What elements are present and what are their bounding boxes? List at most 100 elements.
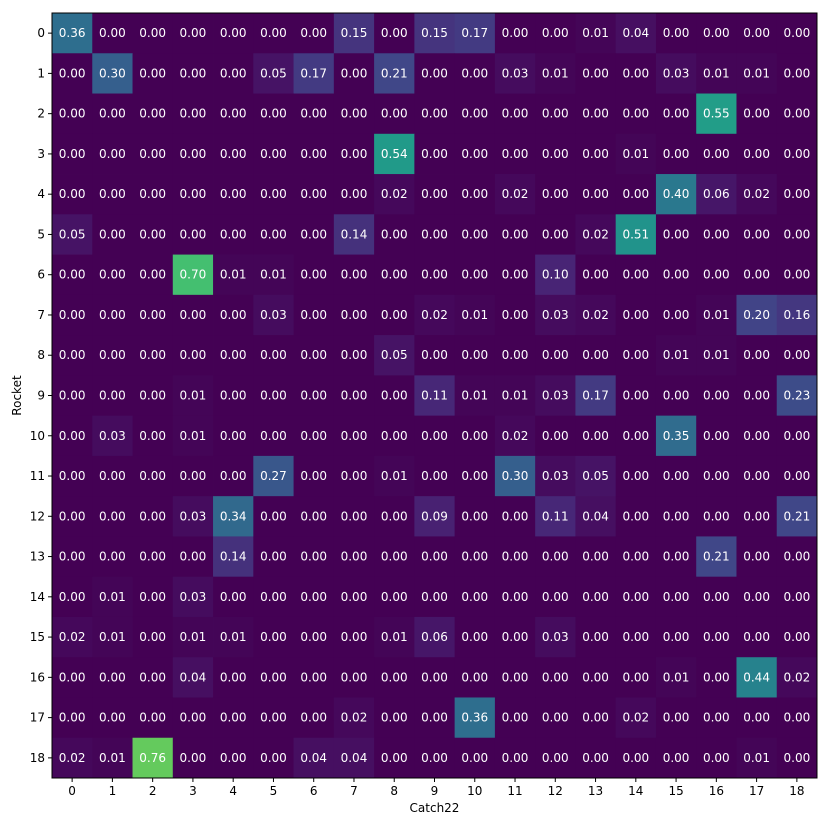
heatmap-cell (696, 174, 737, 215)
heatmap-cell (213, 697, 254, 739)
cell-value-label: 0.00 (502, 509, 529, 523)
heatmap-cell (655, 536, 697, 578)
cell-value-label: 0.00 (139, 107, 166, 121)
heatmap-cell (615, 657, 657, 698)
cell-value-label: 0.00 (139, 389, 166, 403)
heatmap-cell (454, 53, 496, 94)
cell-value-label: 0.00 (180, 227, 207, 241)
cell-value-label: 0.00 (542, 348, 569, 362)
cell-value-label: 0.00 (421, 429, 448, 443)
heatmap-cell (333, 294, 375, 336)
heatmap-cell (92, 415, 133, 457)
heatmap-cell (776, 335, 818, 376)
heatmap-cell (575, 294, 617, 336)
heatmap-cell (535, 496, 576, 537)
heatmap-cell (92, 254, 133, 296)
cell-value-label: 0.05 (381, 348, 408, 362)
heatmap-cell (92, 536, 133, 578)
cell-value-label: 0.00 (663, 469, 690, 483)
cell-value-label: 0.00 (180, 308, 207, 322)
heatmap-cell (253, 53, 294, 94)
cell-value-label: 0.01 (582, 26, 609, 40)
cell-value-label: 0.00 (99, 389, 126, 403)
heatmap-cell (213, 616, 254, 658)
cell-value-label: 0.00 (784, 26, 811, 40)
cell-value-label: 0.02 (743, 187, 770, 201)
heatmap-cell (52, 455, 93, 497)
heatmap-cell (776, 455, 818, 497)
heatmap-cell (374, 174, 415, 215)
heatmap-cell (92, 496, 133, 537)
heatmap-cell (333, 375, 375, 417)
cell-value-label: 0.01 (260, 268, 287, 282)
cell-value-label: 0.00 (542, 429, 569, 443)
cell-value-label: 0.00 (743, 509, 770, 523)
heatmap-cell (615, 536, 657, 578)
cell-value-label: 0.00 (743, 389, 770, 403)
heatmap-cell (776, 214, 818, 255)
cell-value-label: 0.00 (99, 227, 126, 241)
heatmap-cell (615, 214, 657, 255)
heatmap-cell (374, 335, 415, 376)
heatmap-cell (736, 415, 778, 457)
heatmap-cell (776, 737, 818, 779)
cell-value-label: 0.05 (59, 227, 86, 241)
cell-value-label: 0.00 (622, 469, 649, 483)
heatmap-cell (575, 174, 617, 215)
cell-value-label: 0.00 (663, 227, 690, 241)
cell-value-label: 0.15 (421, 26, 448, 40)
heatmap-cell (253, 455, 294, 497)
x-tick-label: 12 (548, 784, 563, 798)
heatmap-cell (655, 455, 697, 497)
heatmap-cell (52, 294, 93, 336)
cell-value-label: 0.01 (220, 630, 247, 644)
heatmap-cell (494, 93, 536, 135)
cell-value-label: 0.00 (461, 268, 488, 282)
cell-value-label: 0.00 (260, 509, 287, 523)
heatmap-cell (374, 576, 415, 618)
heatmap-cell (253, 576, 294, 618)
heatmap-cell (293, 214, 335, 255)
heatmap-cell (736, 455, 778, 497)
heatmap-cell (454, 455, 496, 497)
heatmap-cell (494, 294, 536, 336)
heatmap-cell (655, 616, 697, 658)
heatmap-cell (414, 133, 456, 175)
cell-value-label: 0.00 (59, 469, 86, 483)
heatmap-cell (575, 214, 617, 255)
cell-value-label: 0.00 (300, 670, 327, 684)
cell-value-label: 0.00 (300, 389, 327, 403)
cell-value-label: 0.00 (502, 670, 529, 684)
cell-value-label: 0.00 (220, 26, 247, 40)
cell-value-label: 0.00 (703, 469, 730, 483)
cell-value-label: 0.00 (220, 751, 247, 765)
heatmap-cell (374, 53, 415, 94)
cell-value-label: 0.15 (341, 26, 368, 40)
cell-value-label: 0.00 (59, 348, 86, 362)
heatmap-cell (414, 496, 456, 537)
heatmap-cell (414, 415, 456, 457)
cell-value-label: 0.00 (300, 107, 327, 121)
cell-value-label: 0.00 (99, 187, 126, 201)
cell-value-label: 0.00 (139, 147, 166, 161)
cell-value-label: 0.00 (341, 469, 368, 483)
cell-value-label: 0.00 (743, 590, 770, 604)
cell-value-label: 0.00 (461, 107, 488, 121)
y-tick-label: 12 (30, 509, 45, 523)
cell-value-label: 0.00 (784, 147, 811, 161)
cell-value-label: 0.02 (341, 711, 368, 725)
heatmap-cell (615, 616, 657, 658)
cell-value-label: 0.00 (421, 348, 448, 362)
heatmap-cell (696, 536, 737, 578)
cell-value-label: 0.00 (421, 670, 448, 684)
cell-value-label: 0.01 (703, 308, 730, 322)
heatmap-cell (575, 697, 617, 739)
cell-value-label: 0.54 (381, 147, 408, 161)
cell-value-label: 0.00 (743, 711, 770, 725)
cell-value-label: 0.00 (461, 509, 488, 523)
heatmap-cell (52, 13, 93, 54)
heatmap-cell (696, 335, 737, 376)
cell-value-label: 0.00 (139, 429, 166, 443)
heatmap-cell (172, 13, 214, 54)
heatmap-cell (454, 13, 496, 54)
